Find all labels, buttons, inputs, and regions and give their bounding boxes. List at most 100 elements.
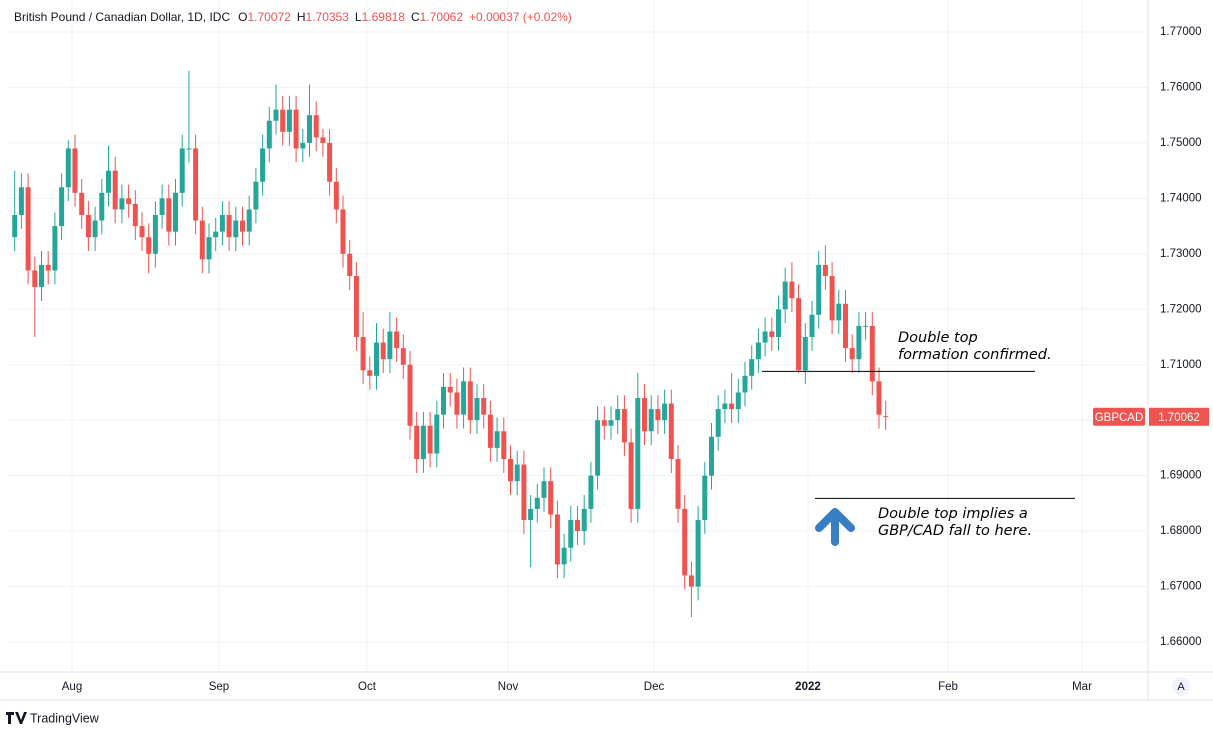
candle-body bbox=[414, 425, 420, 460]
candle-body bbox=[12, 215, 18, 238]
y-tick-label: 1.67000 bbox=[1160, 581, 1202, 593]
y-tick-label: 1.71000 bbox=[1160, 359, 1202, 371]
candle-body bbox=[92, 220, 98, 238]
candle-body bbox=[166, 198, 172, 232]
candle-body bbox=[213, 231, 219, 238]
ohlc-value: 1.69818 bbox=[362, 10, 406, 24]
candle-body bbox=[735, 392, 741, 410]
candle-body bbox=[65, 148, 71, 188]
y-tick-label: 1.76000 bbox=[1160, 81, 1202, 93]
candle-body bbox=[360, 337, 366, 371]
candle-body bbox=[688, 575, 694, 587]
candle-body bbox=[226, 215, 232, 238]
candle-body bbox=[313, 115, 319, 138]
candle-body bbox=[280, 109, 286, 132]
candle-body bbox=[869, 325, 875, 382]
candle-body bbox=[708, 436, 714, 476]
candle-body bbox=[447, 386, 453, 393]
candle-body bbox=[206, 237, 212, 260]
candle-body bbox=[668, 403, 674, 460]
candle-body bbox=[440, 386, 446, 415]
scale-button[interactable]: A bbox=[1172, 677, 1190, 695]
candle-body bbox=[467, 381, 473, 421]
candle-body bbox=[695, 520, 701, 587]
candle-body bbox=[561, 547, 567, 565]
candle-body bbox=[152, 215, 158, 254]
candle-body bbox=[333, 181, 339, 210]
candle-body bbox=[286, 109, 292, 132]
candle-body bbox=[802, 337, 808, 371]
candle-body bbox=[655, 409, 661, 421]
candle-body bbox=[347, 253, 353, 277]
up-arrow bbox=[815, 508, 855, 546]
candle-body bbox=[762, 331, 768, 343]
x-tick-label: Sep bbox=[209, 681, 229, 693]
candle-body bbox=[18, 187, 24, 216]
candle-body bbox=[253, 181, 259, 210]
x-tick-label: Oct bbox=[358, 681, 377, 693]
candle-body bbox=[79, 192, 85, 216]
candle-body bbox=[293, 109, 299, 149]
candle-body bbox=[541, 481, 547, 498]
candle-body bbox=[300, 142, 306, 149]
candle-body bbox=[45, 264, 51, 271]
candle-body bbox=[246, 209, 252, 232]
candle-body bbox=[266, 120, 272, 149]
candle-body bbox=[822, 264, 828, 277]
x-tick-label: 2022 bbox=[795, 681, 821, 693]
candle-body bbox=[481, 398, 487, 415]
candle-body bbox=[461, 381, 467, 415]
tradingview-logo[interactable]: TradingView bbox=[6, 711, 100, 725]
x-tick-label: Mar bbox=[1072, 681, 1092, 693]
candle-body bbox=[722, 403, 728, 410]
logo-icon[interactable] bbox=[6, 712, 27, 724]
candle-body bbox=[159, 198, 165, 216]
candle-body bbox=[816, 264, 822, 315]
y-tick-label: 1.73000 bbox=[1160, 248, 1202, 260]
candle-body bbox=[715, 409, 721, 437]
candle-body bbox=[769, 331, 775, 338]
y-tick-label: 1.66000 bbox=[1160, 636, 1202, 648]
candle-body bbox=[260, 148, 266, 182]
candle-body bbox=[863, 325, 869, 327]
candle-body bbox=[400, 348, 406, 365]
candle-body bbox=[876, 381, 882, 415]
candle-body bbox=[581, 508, 587, 532]
candle-body bbox=[775, 309, 781, 338]
ohlc-value: 1.70072 bbox=[247, 10, 291, 24]
scale-button-bg[interactable] bbox=[1172, 677, 1190, 695]
candle-body bbox=[434, 414, 440, 454]
candle-body bbox=[829, 276, 835, 321]
candle-body bbox=[233, 220, 239, 238]
candle-body bbox=[112, 170, 118, 210]
candle-body bbox=[836, 303, 842, 321]
candle-body bbox=[528, 508, 534, 521]
ticker-tag: GBPCAD bbox=[1095, 412, 1144, 424]
candle-body bbox=[380, 342, 386, 360]
y-tick-label: 1.69000 bbox=[1160, 470, 1202, 482]
candle-body bbox=[682, 508, 688, 576]
ohlc-letter: C bbox=[411, 10, 420, 24]
candle-body bbox=[239, 220, 245, 232]
brand[interactable]: TradingView bbox=[30, 711, 100, 725]
candle-body bbox=[420, 425, 426, 460]
candle-body bbox=[340, 209, 346, 254]
candle-body bbox=[454, 392, 460, 415]
candle-body bbox=[487, 414, 493, 448]
candle-body bbox=[809, 314, 815, 338]
candle-body bbox=[193, 148, 199, 221]
ohlc-letter: H bbox=[297, 10, 306, 24]
scale-button-label[interactable]: A bbox=[1177, 681, 1185, 693]
candle-body bbox=[534, 497, 540, 509]
candle-body bbox=[729, 403, 735, 410]
candle-body bbox=[883, 416, 889, 418]
candle-body bbox=[568, 520, 574, 548]
price-tag-bg bbox=[1149, 407, 1209, 426]
candle-body bbox=[588, 475, 594, 509]
candle-body bbox=[172, 192, 178, 232]
annotation-text: Double top bbox=[898, 330, 978, 346]
candle-body bbox=[842, 303, 848, 349]
candle-body bbox=[394, 331, 400, 349]
candle-body bbox=[675, 459, 681, 509]
candle-body bbox=[601, 420, 607, 426]
